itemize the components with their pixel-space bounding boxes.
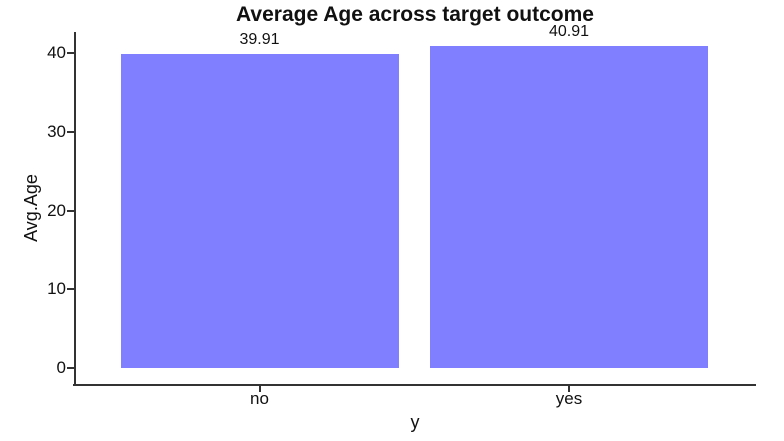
y-tick-label: 20: [47, 200, 66, 220]
x-axis-label: y: [410, 412, 420, 432]
bar-value-label: 39.91: [239, 30, 280, 48]
y-axis-tick: [67, 130, 75, 133]
bar-no: [120, 53, 399, 368]
y-tick-label: 10: [47, 279, 66, 299]
x-axis-tick: [568, 385, 570, 392]
x-axis-line: [73, 384, 756, 386]
y-tick-label: 30: [47, 121, 66, 141]
y-axis-line: [74, 32, 76, 386]
y-axis-tick: [67, 209, 75, 212]
y-axis-tick: [67, 52, 75, 54]
x-tick-label: yes: [555, 389, 583, 408]
bar-value-label: 40.91: [548, 22, 590, 40]
y-axis-tick: [67, 367, 75, 369]
chart-title: Average Age across target outcome: [236, 3, 594, 26]
y-tick-label: 40: [47, 43, 66, 62]
y-tick-label: 0: [56, 358, 66, 377]
x-axis-tick: [258, 385, 261, 392]
bar-yes: [430, 45, 708, 368]
x-tick-label: no: [250, 389, 269, 408]
y-axis-tick: [67, 288, 75, 291]
